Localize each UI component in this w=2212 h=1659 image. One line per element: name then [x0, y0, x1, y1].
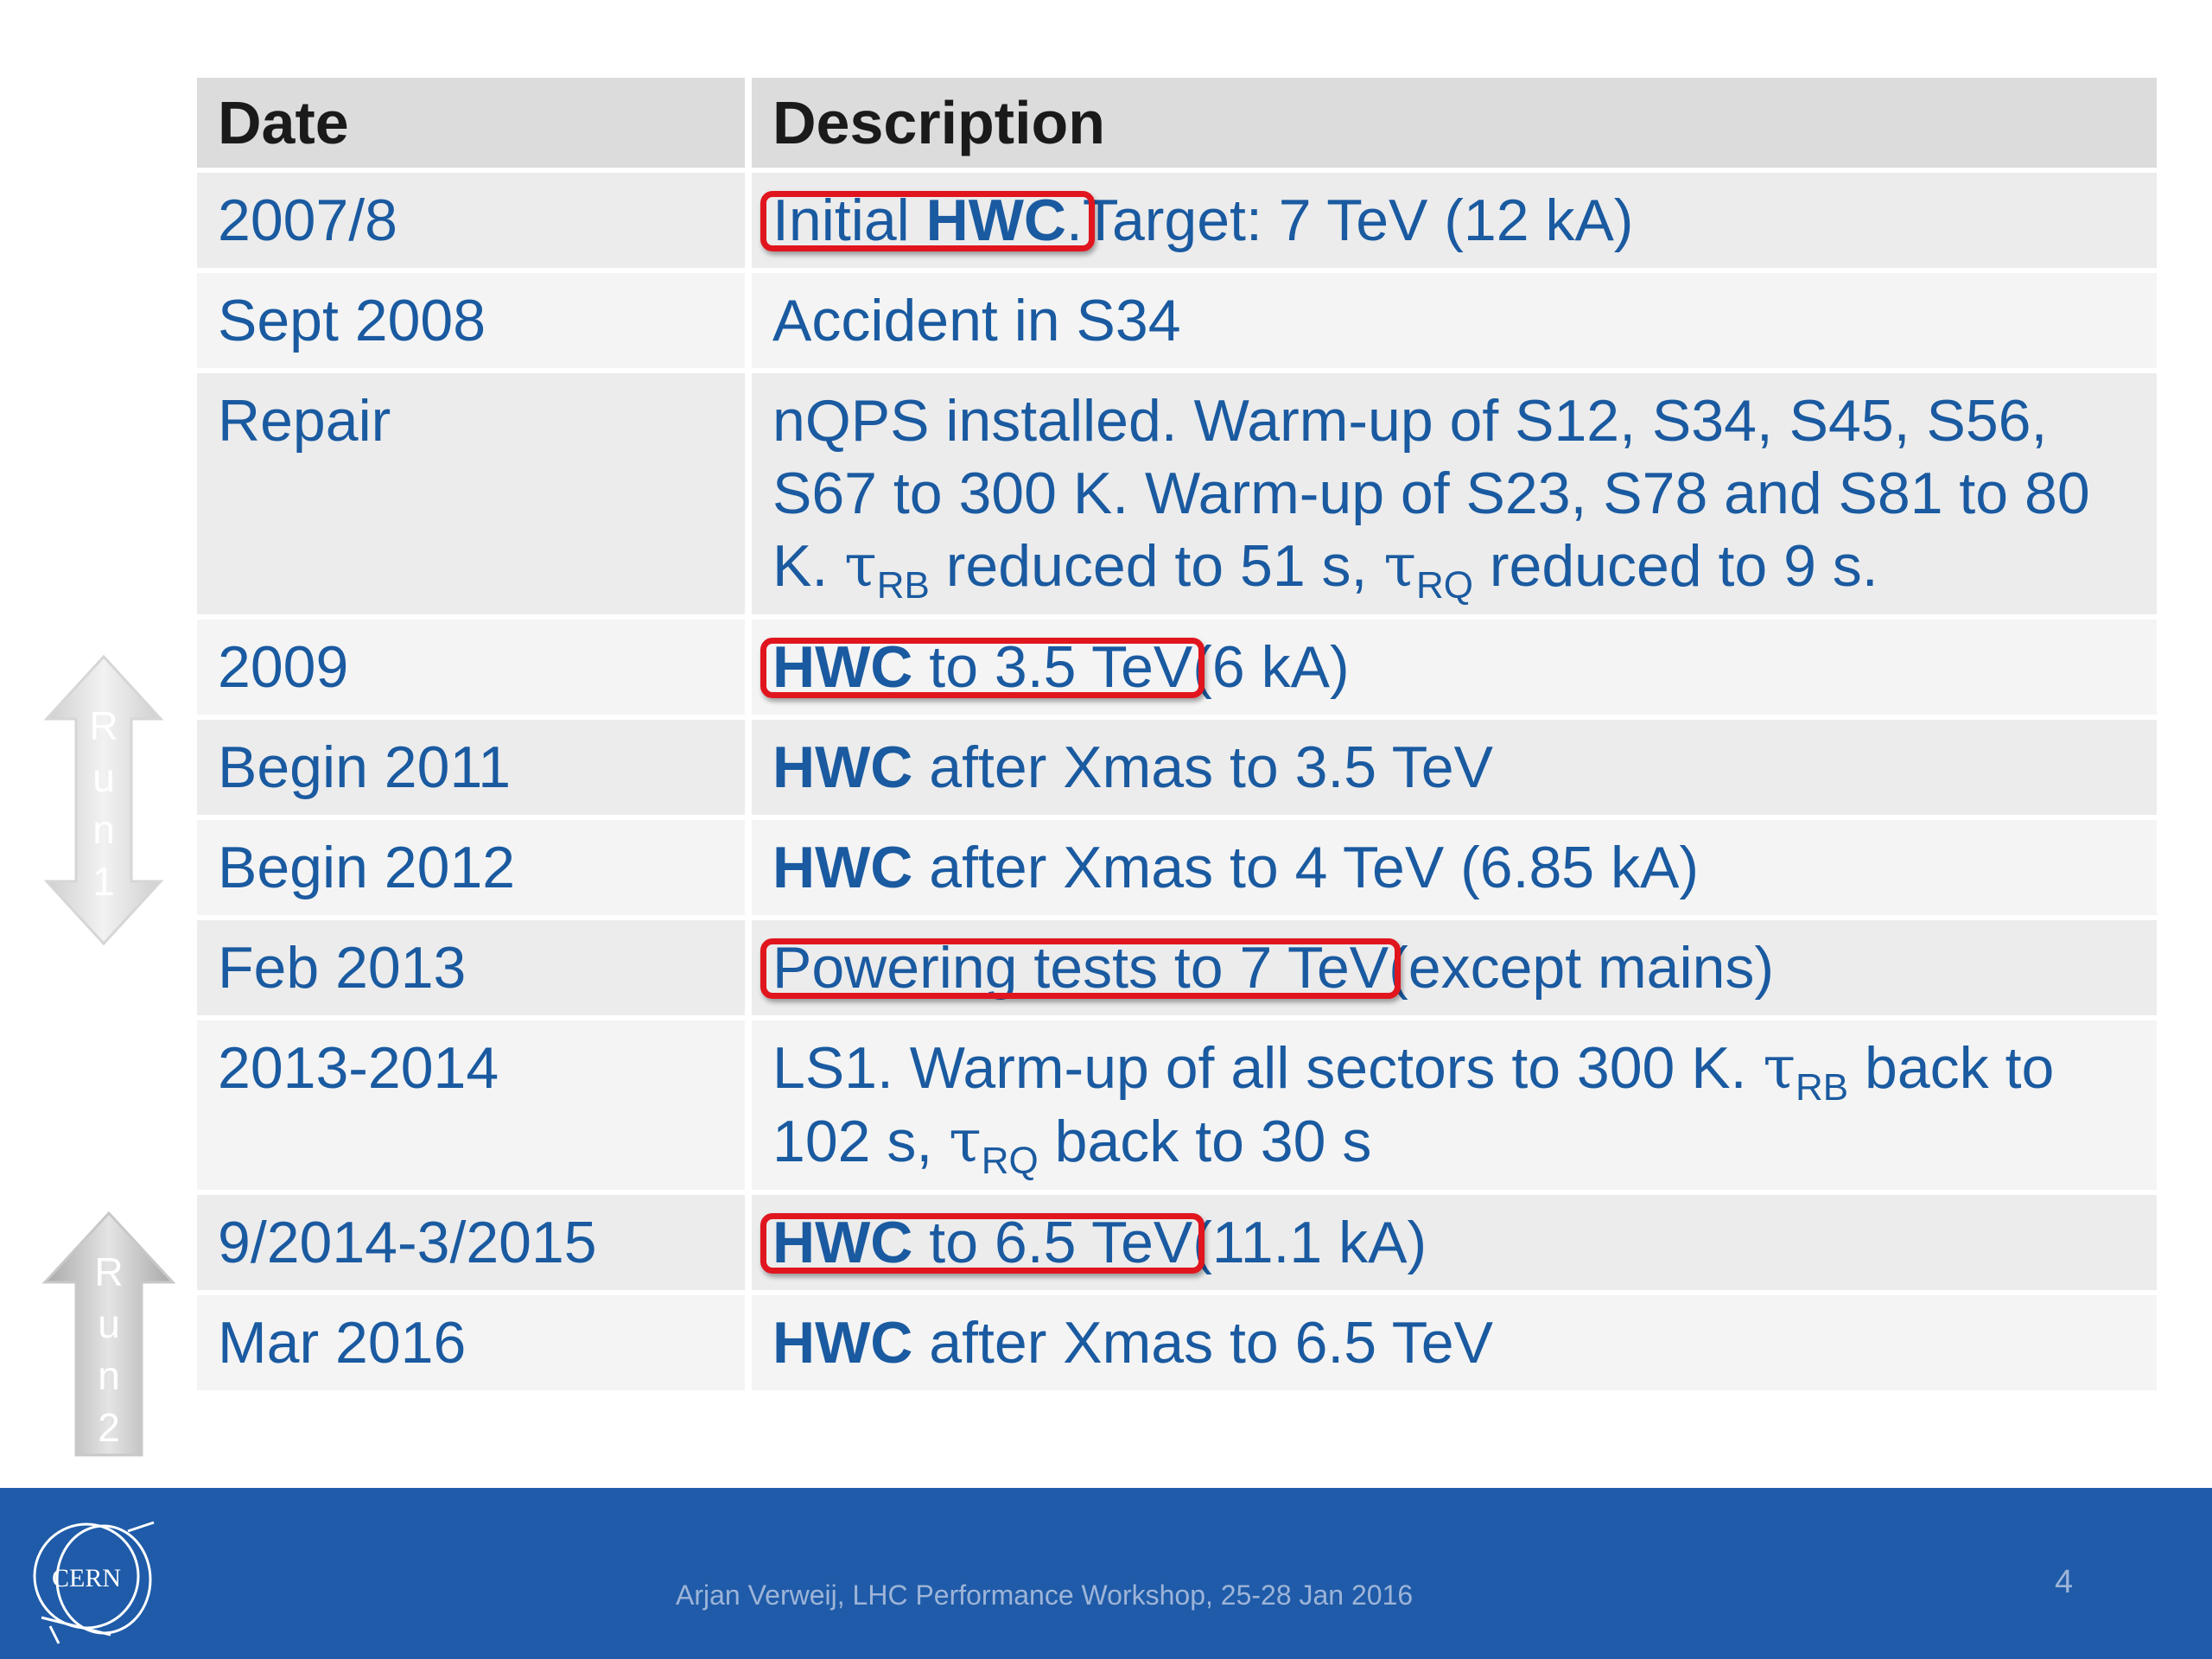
- highlight-box: Powering tests to 7 TeV: [772, 935, 1389, 1001]
- table-row: Sept 2008 Accident in S34: [197, 273, 2157, 368]
- header-row: Date Description: [197, 78, 2157, 168]
- desc-text: after Xmas to 6.5 TeV: [912, 1310, 1493, 1376]
- desc-bold: HWC: [772, 734, 913, 800]
- highlight-box: HWC to 6.5 TeV: [772, 1210, 1192, 1275]
- subscript: RQ: [1415, 564, 1473, 607]
- row-description: Accident in S34: [752, 273, 2157, 368]
- row-date: Begin 2012: [197, 820, 752, 915]
- cern-logo: CERN: [33, 1521, 155, 1644]
- description-header: Description: [752, 78, 2157, 168]
- tau-symbol: τ: [1763, 1034, 1796, 1103]
- desc-bold: HWC: [772, 634, 913, 700]
- subscript: RQ: [981, 1140, 1039, 1182]
- desc-text: (6 kA): [1192, 634, 1350, 700]
- desc-text: after Xmas to 4 TeV (6.85 kA): [912, 835, 1700, 900]
- desc-text: (except mains): [1389, 935, 1775, 1001]
- footer-text: Arjan Verweij, LHC Performance Workshop,…: [676, 1580, 1414, 1611]
- row-description: Powering tests to 7 TeV(except mains): [752, 920, 2157, 1015]
- row-description: Initial HWC.Target: 7 TeV (12 kA): [752, 173, 2157, 268]
- desc-text: .: [1066, 188, 1083, 253]
- date-header: Date: [197, 78, 752, 168]
- highlight-box: Initial HWC.: [772, 188, 1083, 253]
- table-row: Feb 2013 Powering tests to 7 TeV(except …: [197, 920, 2157, 1015]
- run1-double-arrow-icon: R u n 1: [43, 654, 164, 946]
- desc-text: Initial: [772, 188, 926, 253]
- row-date: Repair: [197, 373, 752, 614]
- row-date: 2013-2014: [197, 1020, 752, 1190]
- desc-text: reduced to 9 s.: [1472, 533, 1878, 599]
- table-row: 2009 HWC to 3.5 TeV(6 kA): [197, 620, 2157, 715]
- desc-bold: HWC: [925, 188, 1067, 253]
- tau-symbol: τ: [949, 1108, 982, 1176]
- run2-letter: R: [94, 1249, 123, 1294]
- desc-bold: HWC: [772, 1310, 913, 1376]
- desc-text: reduced to 51 s,: [929, 533, 1384, 599]
- desc-text: back to 102 s,: [772, 1035, 2055, 1174]
- table-row: Repair nQPS installed. Warm-up of S12, S…: [197, 373, 2157, 614]
- table-row: Begin 2011 HWC after Xmas to 3.5 TeV: [197, 720, 2157, 815]
- desc-text: Target: 7 TeV (12 kA): [1082, 188, 1634, 253]
- run1-letter: u: [92, 755, 115, 800]
- run2-letter: u: [98, 1301, 120, 1346]
- page-number: 4: [2055, 1564, 2074, 1600]
- timeline-table: Date Description 2007/8 Initial HWC.Targ…: [197, 73, 2157, 1395]
- row-description: HWC after Xmas to 4 TeV (6.85 kA): [752, 820, 2157, 915]
- run1-letter: 1: [92, 859, 115, 904]
- subscript: RB: [876, 564, 930, 607]
- table-row: Mar 2016 HWC after Xmas to 6.5 TeV: [197, 1295, 2157, 1390]
- highlight-box: HWC to 3.5 TeV: [772, 634, 1192, 700]
- run2-up-arrow-icon: R u n 2: [41, 1211, 176, 1457]
- row-description: nQPS installed. Warm-up of S12, S34, S45…: [752, 373, 2157, 614]
- row-date: Begin 2011: [197, 720, 752, 815]
- run1-letter: n: [92, 807, 115, 852]
- footer-bar: [0, 1488, 2212, 1659]
- row-date: 2007/8: [197, 173, 752, 268]
- cern-logo-text: CERN: [52, 1564, 121, 1592]
- table-row: 9/2014-3/2015 HWC to 6.5 TeV(11.1 kA): [197, 1195, 2157, 1290]
- subscript: RB: [1796, 1066, 1849, 1109]
- desc-bold: HWC: [772, 835, 913, 900]
- row-date: 9/2014-3/2015: [197, 1195, 752, 1290]
- row-description: HWC to 3.5 TeV(6 kA): [752, 620, 2157, 715]
- row-date: Sept 2008: [197, 273, 752, 368]
- desc-text: LS1. Warm-up of all sectors to 300 K.: [772, 1035, 1764, 1101]
- tau-symbol: τ: [844, 532, 877, 601]
- desc-text: after Xmas to 3.5 TeV: [912, 734, 1493, 800]
- row-date: Mar 2016: [197, 1295, 752, 1390]
- table-row: 2007/8 Initial HWC.Target: 7 TeV (12 kA): [197, 173, 2157, 268]
- row-description: HWC after Xmas to 3.5 TeV: [752, 720, 2157, 815]
- table-row: Begin 2012 HWC after Xmas to 4 TeV (6.85…: [197, 820, 2157, 915]
- desc-text: nQPS installed. Warm-up of S12, S34, S45…: [772, 388, 2090, 599]
- row-description: LS1. Warm-up of all sectors to 300 K. τR…: [752, 1020, 2157, 1190]
- desc-text: back to 30 s: [1038, 1109, 1372, 1174]
- desc-text: to 6.5 TeV: [912, 1210, 1193, 1275]
- desc-text: (11.1 kA): [1192, 1210, 1427, 1275]
- desc-bold: HWC: [772, 1210, 913, 1275]
- row-date: Feb 2013: [197, 920, 752, 1015]
- desc-text: to 3.5 TeV: [912, 634, 1193, 700]
- run1-letter: R: [89, 703, 118, 748]
- row-description: HWC to 6.5 TeV(11.1 kA): [752, 1195, 2157, 1290]
- row-date: 2009: [197, 620, 752, 715]
- tau-symbol: τ: [1383, 532, 1416, 601]
- row-description: HWC after Xmas to 6.5 TeV: [752, 1295, 2157, 1390]
- table-row: 2013-2014 LS1. Warm-up of all sectors to…: [197, 1020, 2157, 1190]
- run2-letter: n: [98, 1353, 120, 1398]
- run2-letter: 2: [98, 1405, 120, 1450]
